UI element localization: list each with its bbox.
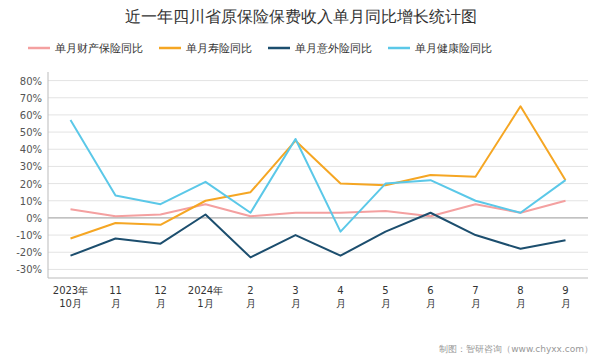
grid-line — [48, 132, 588, 133]
y-tick-label: 80% — [20, 76, 42, 87]
x-tick-label-line: 月 — [291, 298, 301, 309]
x-tick-label-line: 11 — [109, 285, 122, 296]
series-line — [71, 213, 566, 258]
x-axis-line — [48, 278, 588, 279]
x-tick-label-line: 月 — [336, 298, 346, 309]
title: 近一年四川省原保险保费收入单月同比增长统计图 — [125, 7, 477, 26]
y-tick-label: 10% — [20, 196, 42, 207]
y-tick-label: 20% — [20, 179, 42, 190]
x-tick-label-line: 7 — [472, 285, 478, 296]
x-tick-label: 12 月 — [154, 285, 167, 309]
legend-label: 单月健康险同比 — [415, 42, 492, 55]
x-tick-label: 4月 — [336, 285, 346, 309]
grid-line — [48, 235, 588, 236]
x-tick-label-line: 4 — [337, 285, 343, 296]
x-tick-label-line: 2 — [247, 285, 253, 296]
x-tick-label: 11 月 — [109, 285, 122, 309]
grid-line — [48, 149, 588, 150]
y-tick-label: 30% — [20, 161, 42, 172]
x-tick-label: 2024年 1月 — [188, 285, 223, 309]
x-tick-label-line: 2024年 — [188, 285, 223, 296]
grid-line — [48, 252, 588, 253]
grid-line — [48, 269, 588, 270]
y-tick-label: -20% — [16, 247, 42, 258]
series-line — [71, 201, 566, 216]
y-tick-label: 40% — [20, 144, 42, 155]
y-tick-label: -10% — [16, 230, 42, 241]
legend-swatch — [268, 47, 290, 50]
x-tick-label-line: 2023年 — [53, 285, 88, 296]
y-axis-line — [48, 72, 49, 278]
y-tick-label: 70% — [20, 93, 42, 104]
y-tick-label: -30% — [16, 264, 42, 275]
x-tick-label-line: 1月 — [197, 298, 213, 309]
x-tick-label-line: 5 — [382, 285, 388, 296]
y-tick-label: 0% — [26, 213, 42, 224]
footer-note: 制图：智研咨询（www.chyxx.com） — [439, 344, 593, 354]
legend-label: 单月寿险同比 — [186, 42, 252, 55]
legend-swatch — [159, 47, 181, 50]
legend-label: 单月财产保险同比 — [55, 42, 143, 55]
lines — [71, 106, 566, 257]
x-tick-label-line: 12 — [154, 285, 167, 296]
grid-line — [48, 114, 588, 115]
x-tick-label-line: 8 — [517, 285, 523, 296]
y-tick-label: 50% — [20, 127, 42, 138]
zero-line — [48, 217, 588, 218]
x-tick-label-line: 月 — [156, 298, 166, 309]
x-tick-label-line: 月 — [426, 298, 436, 309]
x-tick-label: 6月 — [426, 285, 436, 309]
x-tick-label-line: 3 — [292, 285, 298, 296]
legend-swatch — [28, 47, 50, 50]
legend: 单月财产保险同比 单月寿险同比 单月意外险同比 单月健康险同比 — [28, 42, 492, 55]
x-tick-label: 5月 — [381, 285, 391, 309]
legend-swatch — [388, 47, 410, 50]
x-tick-label-line: 月 — [516, 298, 526, 309]
chart: 近一年四川省原保险保费收入单月同比增长统计图 -30% -20% -10% 0% 10% 2… — [0, 0, 601, 358]
x-tick-label-line: 月 — [246, 298, 256, 309]
x-tick-label: 8月 — [516, 285, 526, 309]
grid-line — [48, 97, 588, 98]
background — [0, 0, 601, 358]
x-tick-label-line: 月 — [381, 298, 391, 309]
x-tick-label-line: 月 — [471, 298, 481, 309]
grid — [48, 81, 588, 270]
grid-line — [48, 166, 588, 167]
x-tick-label: 2月 — [246, 285, 256, 309]
x-tick-label: 3月 — [291, 285, 301, 309]
x-tick-label-line: 9 — [562, 285, 568, 296]
grid-line — [48, 80, 588, 81]
legend-label: 单月意外险同比 — [295, 42, 372, 55]
series-line — [71, 106, 566, 238]
x-tick-label-line: 月 — [561, 298, 571, 309]
x-tick-label-line: 10月 — [59, 298, 82, 309]
series-line — [71, 120, 566, 232]
y-tick-label: 60% — [20, 110, 42, 121]
x-tick-label-line: 6 — [427, 285, 433, 296]
x-tick-label-line: 月 — [111, 298, 121, 309]
x-tick-label: 2023年 10月 — [53, 285, 88, 309]
x-tick-label: 9月 — [561, 285, 571, 309]
x-tick-label: 7月 — [471, 285, 481, 309]
grid-line — [48, 200, 588, 201]
